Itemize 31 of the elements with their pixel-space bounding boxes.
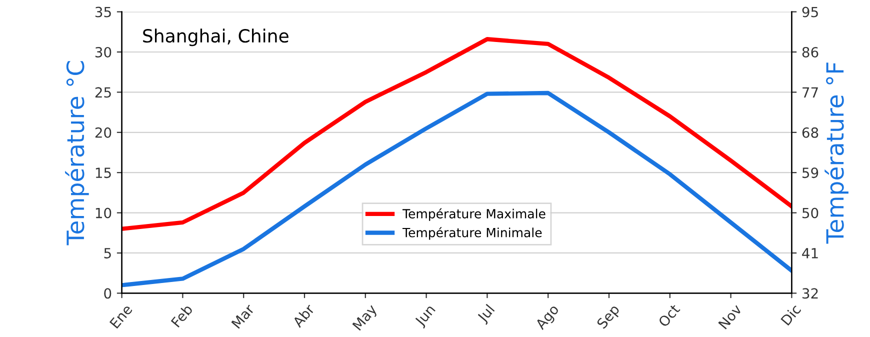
y-tick-label: 15 xyxy=(96,168,111,178)
legend-label: Température Maximale xyxy=(402,208,546,221)
text: Shanghai, Chine xyxy=(143,28,288,46)
y-tick-label: 20 xyxy=(95,127,112,138)
y-tick-label: 30 xyxy=(95,46,112,58)
x-tick-label: Jun xyxy=(414,304,438,329)
x-tick-label: Jul xyxy=(476,304,497,325)
y-tick-label: 35 xyxy=(95,6,111,18)
y2-tick-label: 95 xyxy=(802,6,818,18)
legend-label: Température Minimale xyxy=(402,227,542,240)
y2-axis-title: Température °F xyxy=(824,62,848,244)
x-tick-label: Ago xyxy=(534,304,562,332)
y-axis-title: Température °C xyxy=(65,61,89,246)
x-tick-label: Oct xyxy=(658,303,680,328)
y2-tick-label: 59 xyxy=(802,168,818,178)
x-tick-label: Feb xyxy=(170,303,194,328)
y2-tick-label: 77 xyxy=(802,87,818,98)
y2-tick-label: 32 xyxy=(802,288,818,299)
x-tick-label: Sep xyxy=(596,304,622,331)
line-series xyxy=(122,90,792,288)
y-tick-label: 5 xyxy=(104,248,111,258)
y2-tick-label: 68 xyxy=(802,127,818,138)
y2-tick-label: 86 xyxy=(802,46,818,58)
x-tick-label: Abr xyxy=(292,302,316,328)
y2-tick-label: 41 xyxy=(802,248,818,258)
y2-tick-label: 50 xyxy=(802,208,818,218)
y-tick-label: 0 xyxy=(104,288,112,299)
y-tick-label: 10 xyxy=(96,208,112,218)
y-tick-label: 25 xyxy=(95,87,111,98)
x-tick-label: Ene xyxy=(109,304,133,329)
x-tick-label: Dic xyxy=(780,304,802,326)
